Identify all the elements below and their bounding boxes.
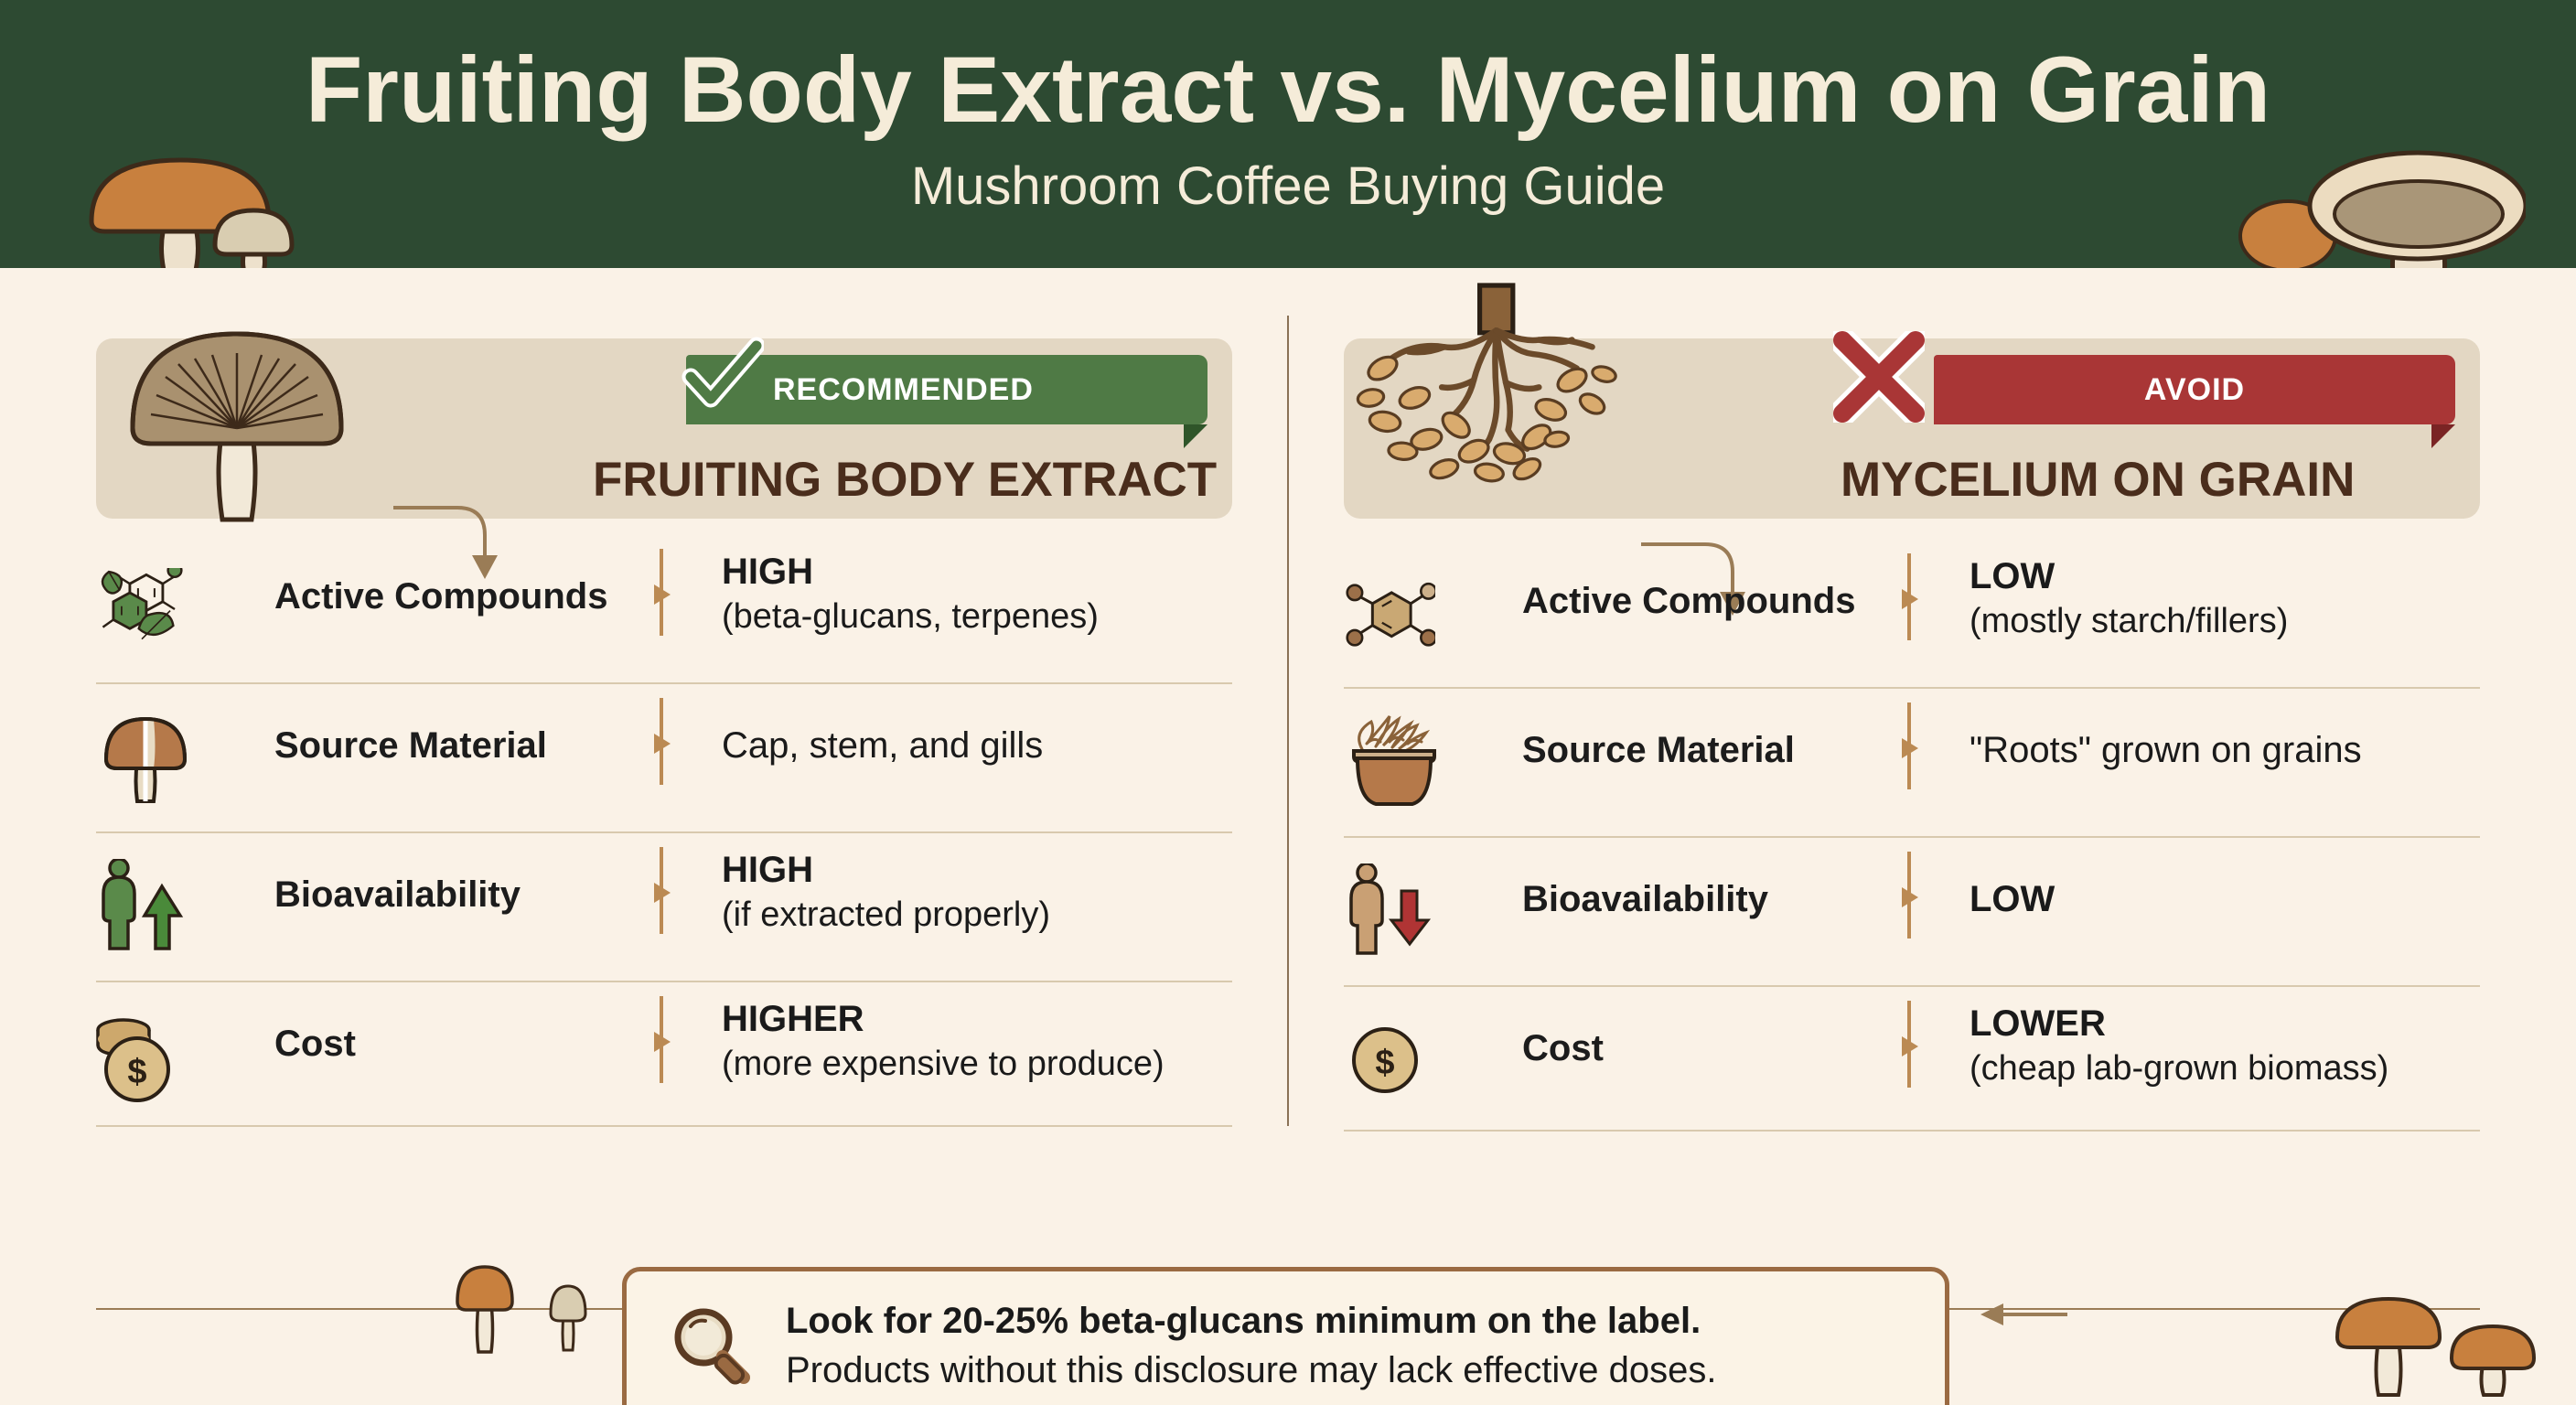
svg-text:$: $ bbox=[127, 1053, 146, 1091]
svg-text:$: $ bbox=[1375, 1044, 1394, 1082]
